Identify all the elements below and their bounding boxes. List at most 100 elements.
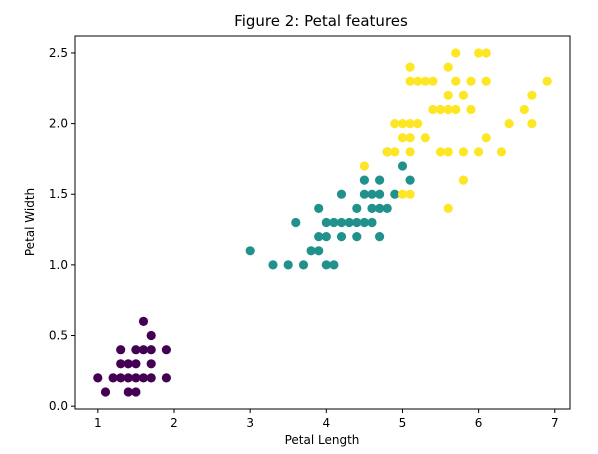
data-point	[382, 203, 392, 213]
data-point	[481, 133, 491, 143]
data-point	[359, 175, 369, 185]
data-point	[405, 133, 415, 143]
points-layer	[93, 48, 552, 397]
data-point	[405, 62, 415, 72]
data-point	[397, 161, 408, 171]
data-point	[428, 104, 438, 115]
data-point	[375, 175, 385, 185]
data-point	[336, 232, 347, 242]
data-point	[314, 232, 324, 242]
data-point	[131, 387, 141, 397]
data-point	[100, 387, 111, 397]
data-point	[405, 189, 415, 199]
data-point	[405, 119, 415, 129]
data-point	[413, 76, 423, 86]
data-point	[367, 217, 377, 228]
data-point	[329, 260, 339, 270]
data-point	[413, 119, 423, 129]
data-point	[321, 260, 331, 270]
data-point	[542, 76, 552, 86]
data-point	[496, 147, 507, 157]
data-point	[451, 76, 461, 86]
data-point	[504, 119, 514, 129]
data-point	[359, 189, 369, 199]
data-point	[131, 373, 141, 383]
data-point	[435, 104, 446, 115]
data-point	[443, 104, 453, 115]
data-point	[405, 175, 415, 185]
y-tick-label: 0.5	[49, 329, 68, 343]
x-tick-label: 3	[246, 416, 254, 430]
x-tick-label: 1	[94, 416, 102, 430]
data-point	[397, 189, 408, 199]
data-point	[367, 189, 377, 199]
chart-title: Figure 2: Petal features	[234, 12, 408, 30]
data-point	[458, 175, 468, 185]
data-point	[405, 76, 415, 86]
data-point	[314, 203, 324, 213]
data-point	[443, 147, 453, 157]
data-point	[245, 246, 255, 256]
y-axis-label: Petal Width	[23, 188, 37, 256]
data-point	[390, 119, 400, 129]
data-point	[93, 373, 103, 383]
data-point	[116, 359, 126, 369]
data-point	[146, 330, 156, 341]
data-point	[420, 76, 430, 86]
data-point	[352, 232, 362, 242]
data-point	[405, 147, 415, 157]
data-point	[451, 48, 461, 58]
data-point	[352, 217, 362, 228]
data-point	[138, 316, 149, 326]
data-point	[458, 90, 468, 100]
data-point	[146, 359, 156, 369]
data-point	[321, 217, 331, 228]
data-point	[458, 147, 468, 157]
data-point	[138, 345, 149, 355]
data-point	[390, 147, 400, 157]
data-point	[116, 345, 126, 355]
data-point	[138, 373, 149, 383]
data-point	[123, 373, 133, 383]
data-point	[123, 359, 133, 369]
x-tick-label: 2	[170, 416, 178, 430]
data-point	[435, 147, 446, 157]
data-point	[314, 246, 324, 256]
data-point	[336, 217, 347, 228]
data-point	[443, 62, 453, 72]
data-point	[306, 246, 316, 256]
y-tick-label: 1.5	[49, 187, 68, 201]
y-tick-label: 1.0	[49, 258, 68, 272]
plot-frame	[74, 35, 571, 410]
data-point	[443, 203, 453, 213]
x-tick-label: 6	[475, 416, 483, 430]
x-axis-ticks: 1 2 3 4 5 6 7	[94, 409, 559, 430]
data-point	[481, 76, 491, 86]
data-point	[375, 189, 385, 199]
data-point	[283, 260, 293, 270]
data-point	[474, 48, 484, 58]
data-point	[336, 189, 347, 199]
data-point	[466, 104, 476, 115]
data-point	[146, 373, 156, 383]
data-point	[367, 203, 377, 213]
x-tick-label: 4	[322, 416, 330, 430]
x-axis-label: Petal Length	[285, 433, 360, 447]
data-point	[352, 203, 362, 213]
data-point	[474, 147, 484, 157]
data-point	[375, 232, 385, 242]
data-point	[291, 217, 301, 228]
data-point	[466, 76, 476, 86]
data-point	[131, 359, 141, 369]
data-point	[420, 133, 430, 143]
data-point	[131, 345, 141, 355]
data-point	[397, 133, 408, 143]
data-point	[443, 90, 453, 100]
data-point	[397, 119, 408, 129]
data-point	[359, 217, 369, 228]
data-point	[382, 147, 392, 157]
data-point	[161, 345, 171, 355]
data-point	[519, 104, 529, 115]
